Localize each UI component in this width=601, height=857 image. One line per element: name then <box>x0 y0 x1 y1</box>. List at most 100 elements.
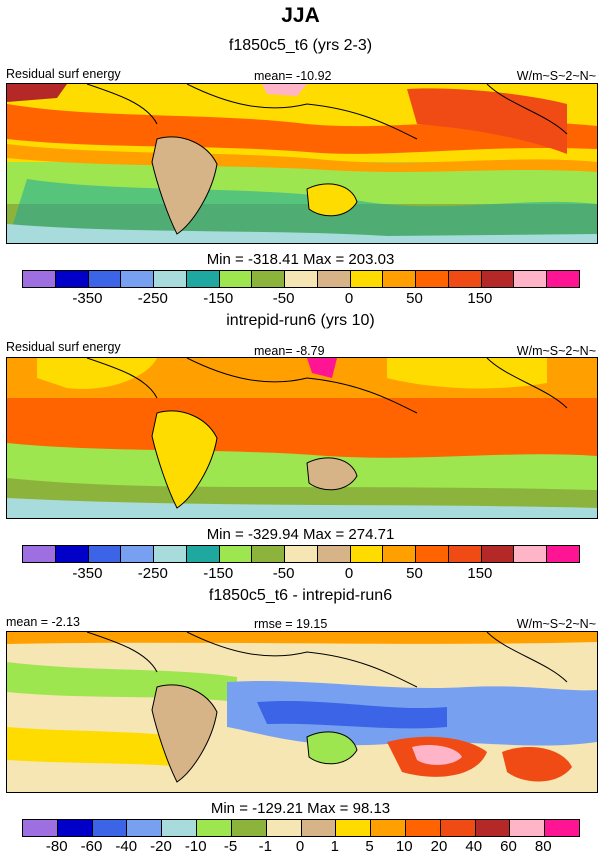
colorbar-tick-label: -5 <box>223 838 238 855</box>
panel-3-rmse-label: rmse = 19.15 <box>254 617 328 631</box>
colorbar-box <box>285 271 318 287</box>
colorbar-tick-label: -40 <box>115 838 138 855</box>
colorbar-box <box>186 546 220 562</box>
colorbar-box <box>57 820 93 836</box>
colorbar-box <box>154 271 187 287</box>
colorbar-box <box>336 820 372 836</box>
colorbar-tick-label: 0 <box>344 565 354 582</box>
panel-1-units-label: W/m~S~2~N~ <box>516 69 596 83</box>
colorbar-tick-label: 0 <box>295 838 305 855</box>
panel-2-title: intrepid-run6 (yrs 10) <box>226 312 375 329</box>
colorbar-box <box>383 546 417 562</box>
colorbar-tick-label: 50 <box>406 565 423 582</box>
colorbar-box <box>405 820 441 836</box>
colorbar-box <box>23 546 56 562</box>
panel-2-units-label: W/m~S~2~N~ <box>516 344 596 358</box>
panel-2-variable-label: Residual surf energy <box>6 340 121 354</box>
colorbar-box <box>350 271 384 287</box>
colorbar-tick-label: -350 <box>72 565 103 582</box>
colorbar-tick-label: 10 <box>395 838 413 855</box>
colorbar-tick-label: -350 <box>72 290 103 307</box>
colorbar-tick-label: 40 <box>465 838 483 855</box>
panel-1-title: f1850c5_t6 (yrs 2-3) <box>228 37 373 54</box>
colorbar-tick-label: -20 <box>150 838 172 855</box>
panel-3-map <box>6 631 598 793</box>
colorbar-tick-label: 150 <box>467 565 493 582</box>
season-title: JJA <box>281 4 320 27</box>
colorbar-box <box>481 271 515 287</box>
colorbar-box <box>371 820 406 836</box>
colorbar-tick-label: -250 <box>137 565 168 582</box>
colorbar-box <box>219 546 253 562</box>
colorbar-box <box>23 820 58 836</box>
colorbar-box <box>547 271 580 287</box>
colorbar-tick-label: -50 <box>272 290 295 307</box>
panel-2-map <box>6 357 598 519</box>
panel-3-map-field <box>7 632 597 792</box>
panel-1-variable-label: Residual surf energy <box>6 67 121 81</box>
panel-1-colorbar-ticks: -350 -250 -150 -50 0 50 150 <box>22 290 578 308</box>
panel-2-colorbar-ticks: -350 -250 -150 -50 0 50 150 <box>22 565 578 583</box>
colorbar-box <box>440 820 476 836</box>
colorbar-box <box>317 271 351 287</box>
colorbar-box <box>92 820 128 836</box>
colorbar-tick-label: 80 <box>534 838 552 855</box>
colorbar-tick-label: 5 <box>365 838 374 855</box>
colorbar-box <box>219 271 253 287</box>
colorbar-box <box>121 546 155 562</box>
colorbar-tick-label: -10 <box>184 838 207 855</box>
colorbar-tick-label: -60 <box>80 838 103 855</box>
panel-1-colorbar <box>22 270 580 288</box>
colorbar-box <box>23 271 56 287</box>
colorbar-tick-label: 0 <box>344 290 354 307</box>
panel-3-colorbar-ticks: -80 -60 -40 -20 -10 -5 -1 0 1 5 10 20 40… <box>22 838 578 856</box>
colorbar-tick-label: -50 <box>272 565 295 582</box>
panel-3-minmax: Min = -129.21 Max = 98.13 <box>210 800 391 817</box>
panel-2-map-field <box>7 358 597 518</box>
colorbar-box <box>127 820 163 836</box>
colorbar-box <box>475 820 511 836</box>
colorbar-box <box>121 271 155 287</box>
colorbar-box <box>88 546 122 562</box>
colorbar-tick-label: 150 <box>467 290 493 307</box>
colorbar-box <box>317 546 351 562</box>
colorbar-box <box>186 271 220 287</box>
panel-1-map <box>6 83 598 244</box>
colorbar-box <box>266 820 302 836</box>
colorbar-box <box>154 546 187 562</box>
colorbar-box <box>162 820 198 836</box>
colorbar-box <box>285 546 318 562</box>
colorbar-box <box>514 271 548 287</box>
colorbar-box <box>481 546 515 562</box>
colorbar-box <box>88 271 122 287</box>
colorbar-tick-label: 50 <box>406 290 423 307</box>
colorbar-tick-label: -150 <box>203 290 234 307</box>
colorbar-box <box>448 546 482 562</box>
panel-3-mean-label: mean = -2.13 <box>6 615 81 629</box>
colorbar-box <box>252 271 286 287</box>
panel-1-mean-label: mean= -10.92 <box>254 69 332 83</box>
panel-2-colorbar <box>22 545 580 563</box>
colorbar-tick-label: 1 <box>330 838 339 855</box>
colorbar-box <box>350 546 384 562</box>
colorbar-tick-label: 20 <box>430 838 448 855</box>
panel-1-minmax: Min = -318.41 Max = 203.03 <box>206 251 395 268</box>
colorbar-box <box>55 271 89 287</box>
colorbar-box <box>510 820 546 836</box>
colorbar-tick-label: 60 <box>500 838 517 855</box>
panel-3-colorbar <box>22 819 580 837</box>
panel-2-minmax: Min = -329.94 Max = 274.71 <box>206 526 395 543</box>
panel-2-mean-label: mean= -8.79 <box>254 344 325 358</box>
colorbar-box <box>514 546 548 562</box>
colorbar-box <box>231 820 267 836</box>
colorbar-box <box>545 820 579 836</box>
colorbar-box <box>547 546 580 562</box>
colorbar-box <box>383 271 417 287</box>
panel-3-units-label: W/m~S~2~N~ <box>516 617 596 631</box>
colorbar-box <box>416 271 449 287</box>
colorbar-box <box>301 820 337 836</box>
colorbar-box <box>252 546 286 562</box>
colorbar-box <box>197 820 232 836</box>
colorbar-tick-label: -80 <box>45 838 68 855</box>
colorbar-tick-label: -1 <box>258 838 272 855</box>
